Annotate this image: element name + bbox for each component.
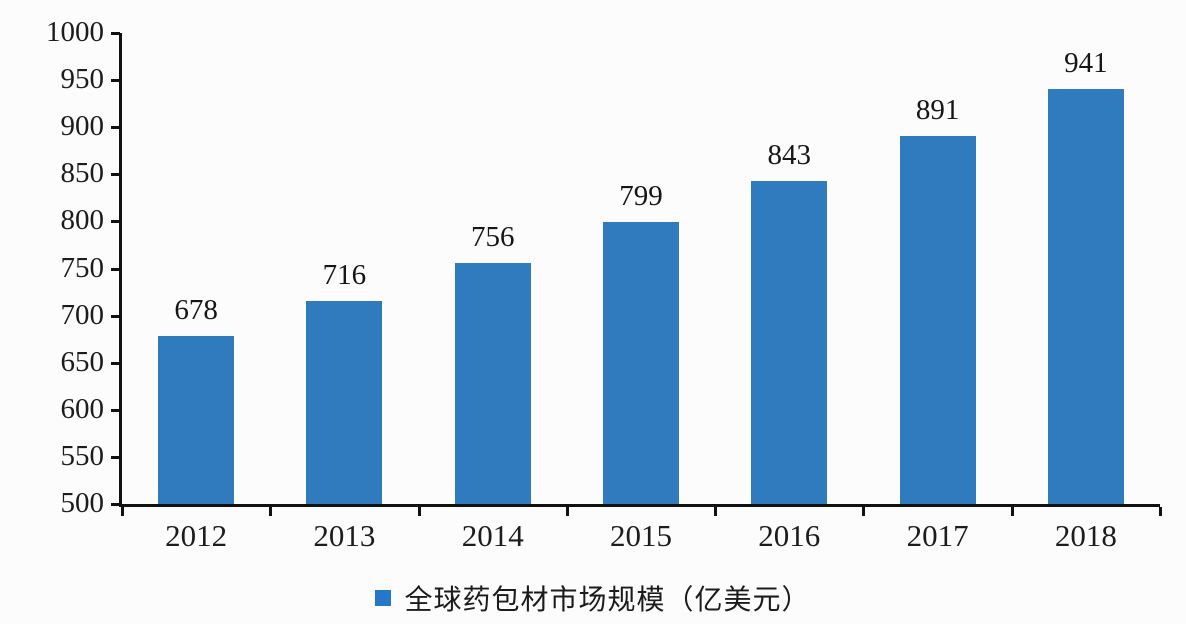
y-axis-label: 850 bbox=[60, 157, 105, 190]
bar-value-label-2017: 891 bbox=[915, 93, 960, 126]
y-axis-label: 600 bbox=[60, 392, 105, 425]
y-axis-tick bbox=[111, 32, 120, 35]
bar-value-label-2014: 756 bbox=[470, 220, 515, 253]
x-axis-label-2017: 2017 bbox=[906, 518, 969, 553]
y-axis-tick bbox=[111, 173, 120, 177]
bar-value-label-2015: 799 bbox=[619, 180, 663, 213]
x-axis-tick bbox=[417, 507, 421, 516]
y-axis-label: 1000 bbox=[46, 15, 104, 48]
x-axis-tick bbox=[565, 507, 569, 516]
y-axis-tick bbox=[111, 267, 120, 271]
x-axis-label-2015: 2015 bbox=[610, 518, 672, 553]
bar-value-label-2012: 678 bbox=[174, 294, 218, 327]
y-axis-tick bbox=[111, 79, 120, 83]
x-axis-label-2013: 2013 bbox=[313, 518, 376, 553]
y-axis-label: 700 bbox=[60, 298, 105, 331]
bar-value-label-2018: 941 bbox=[1064, 46, 1108, 79]
bar-value-label-2013: 716 bbox=[322, 258, 367, 291]
x-axis-tick bbox=[269, 507, 273, 516]
legend: 全球药包材市场规模（亿美元） bbox=[0, 578, 1186, 618]
y-axis-tick bbox=[111, 408, 120, 412]
x-axis-label-2018: 2018 bbox=[1054, 518, 1117, 553]
x-axis-label-2016: 2016 bbox=[758, 518, 821, 553]
bar-2017 bbox=[899, 135, 976, 504]
y-axis-label: 900 bbox=[60, 110, 105, 143]
legend-marker-icon bbox=[375, 590, 392, 606]
y-axis-label: 800 bbox=[60, 204, 105, 237]
bar-2015 bbox=[603, 222, 679, 504]
plot-area: 500 550 600 650 700 750 800 850 900 950 1000 678 201… bbox=[46, 16, 1162, 553]
y-axis-label: 500 bbox=[60, 486, 105, 519]
legend-label: 全球药包材市场规模（亿美元） bbox=[404, 585, 811, 616]
y-axis-tick bbox=[111, 126, 120, 130]
x-axis-tick bbox=[862, 507, 866, 516]
bar-2013 bbox=[306, 300, 383, 504]
y-axis-label: 950 bbox=[60, 62, 105, 95]
x-axis-label-2014: 2014 bbox=[461, 518, 524, 553]
y-axis-label: 650 bbox=[60, 345, 105, 378]
bar-2014 bbox=[454, 262, 531, 504]
y-axis-tick bbox=[111, 314, 120, 318]
bar-2012 bbox=[158, 336, 235, 504]
y-axis-label: 550 bbox=[60, 439, 105, 472]
x-axis-tick bbox=[714, 507, 718, 516]
y-axis-label: 750 bbox=[60, 251, 105, 284]
x-axis-tick bbox=[1159, 507, 1162, 516]
x-axis-label-2012: 2012 bbox=[165, 518, 228, 553]
bar-value-label-2016: 843 bbox=[767, 138, 812, 171]
x-axis-tick bbox=[1010, 507, 1014, 516]
bar-2016 bbox=[751, 180, 828, 504]
y-axis-tick bbox=[111, 361, 120, 365]
y-axis-tick bbox=[111, 503, 120, 506]
y-axis-tick bbox=[111, 455, 120, 459]
bar-2018 bbox=[1047, 88, 1124, 504]
y-axis-tick bbox=[111, 220, 120, 224]
x-axis-tick bbox=[121, 507, 124, 516]
